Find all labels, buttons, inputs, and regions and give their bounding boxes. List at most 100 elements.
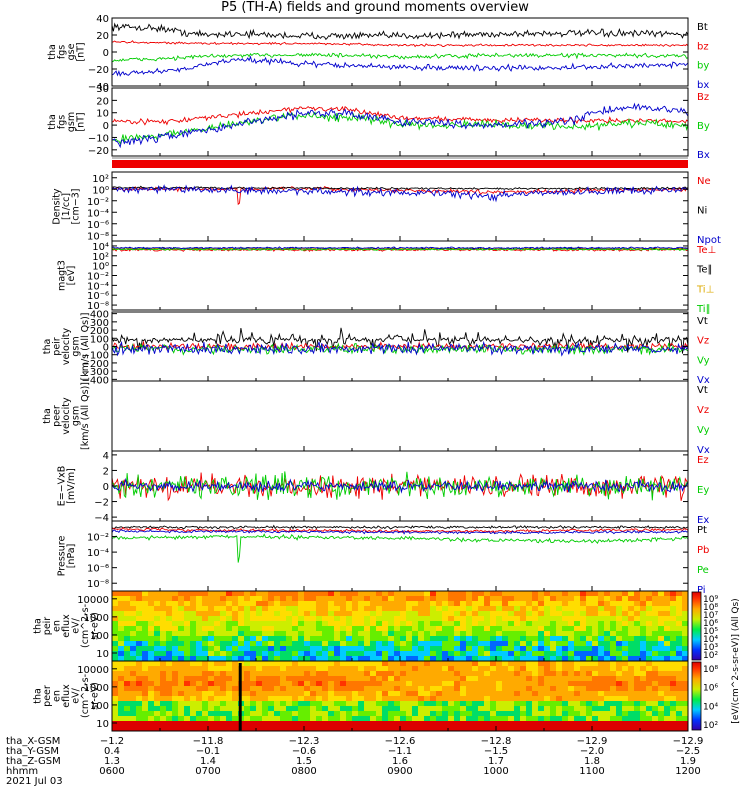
spectrogram-cell <box>358 611 365 617</box>
spectrogram-cell <box>400 591 407 597</box>
spectrogram-cell <box>376 726 383 732</box>
spectrogram-cell <box>616 691 623 697</box>
spectrogram-cell <box>532 651 539 657</box>
spectrogram-cell <box>634 646 641 652</box>
spectrogram-cell <box>238 606 245 612</box>
spectrogram-cell <box>538 706 545 712</box>
spectrogram-cell <box>634 606 641 612</box>
spectrogram-cell <box>190 721 197 727</box>
spectrogram-cell <box>664 621 671 627</box>
spectrogram-cell <box>304 711 311 717</box>
spectrogram-cell <box>526 706 533 712</box>
spectrogram-cell <box>580 666 587 672</box>
spectrogram-cell <box>472 626 479 632</box>
spectrogram-cell <box>472 646 479 652</box>
spectrogram-cell <box>550 711 557 717</box>
spectrogram-cell <box>466 691 473 697</box>
spectrogram-cell <box>520 621 527 627</box>
spectrogram-cell <box>274 691 281 697</box>
x-row-value: −0.1 <box>196 746 220 757</box>
spectrogram-cell <box>562 616 569 622</box>
spectrogram-cell <box>538 631 545 637</box>
spectrogram-cell <box>424 621 431 627</box>
spectrogram-cell <box>604 676 611 682</box>
spectrogram-cell <box>550 696 557 702</box>
spectrogram-cell <box>664 671 671 677</box>
spectrogram-cell <box>154 661 161 667</box>
spectrogram-cell <box>664 706 671 712</box>
spectrogram-cell <box>124 701 131 707</box>
colorbar-label: [eV/(cm^2-s-sr-eV)] (All Qs) <box>731 598 741 723</box>
spectrogram-cell <box>580 641 587 647</box>
spectrogram-cell <box>670 631 677 637</box>
spectrogram-cell <box>430 681 437 687</box>
spectrogram-cell <box>406 701 413 707</box>
spectrogram-cell <box>472 691 479 697</box>
spectrogram-cell <box>292 691 299 697</box>
spectrogram-cell <box>160 621 167 627</box>
spectrogram-cell <box>202 706 209 712</box>
spectrogram-cell <box>142 651 149 657</box>
spectrogram-cell <box>112 661 119 667</box>
spectrogram-cell <box>226 706 233 712</box>
spectrogram-cell <box>346 651 353 657</box>
spectrogram-cell <box>394 611 401 617</box>
spectrogram-cell <box>676 666 683 672</box>
spectrogram-cell <box>298 661 305 667</box>
spectrogram-cell <box>412 606 419 612</box>
spectrogram-cell <box>166 691 173 697</box>
spectrogram-cell <box>364 726 371 732</box>
spectrogram-cell <box>610 621 617 627</box>
spectrogram-cell <box>412 671 419 677</box>
spectrogram-cell <box>136 661 143 667</box>
spectrogram-cell <box>616 591 623 597</box>
spectrogram-cell <box>244 646 251 652</box>
spectrogram-cell <box>640 691 647 697</box>
spectrogram-cell <box>682 711 689 717</box>
spectrogram-cell <box>400 646 407 652</box>
spectrogram-cell <box>490 686 497 692</box>
spectrogram-cell <box>322 656 329 662</box>
spectrogram-cell <box>394 661 401 667</box>
series-Pt-line <box>111 524 689 530</box>
spectrogram-cell <box>640 726 647 732</box>
y-tick-label: 4 <box>103 451 109 462</box>
spectrogram-cell <box>514 691 521 697</box>
spectrogram-cell <box>502 676 509 682</box>
colorbar-tick-label: 10⁸ <box>703 603 718 613</box>
spectrogram-cell <box>514 721 521 727</box>
spectrogram-cell <box>574 701 581 707</box>
spectrogram-cell <box>226 721 233 727</box>
spectrogram-cell <box>508 611 515 617</box>
spectrogram-cell <box>430 671 437 677</box>
spectrogram-cell <box>208 711 215 717</box>
spectrogram-cell <box>466 701 473 707</box>
legend-Te∥: Te∥ <box>696 265 713 276</box>
spectrogram-cell <box>226 621 233 627</box>
spectrogram-cell <box>646 591 653 597</box>
spectrogram-cell <box>580 591 587 597</box>
spectrogram-cell <box>322 706 329 712</box>
spectrogram-cell <box>130 591 137 597</box>
spectrogram-cell <box>472 671 479 677</box>
spectrogram-cell <box>358 646 365 652</box>
spectrogram-cell <box>658 666 665 672</box>
spectrogram-cell <box>268 691 275 697</box>
x-row-name: hhmm <box>6 766 38 777</box>
spectrogram-cell <box>166 616 173 622</box>
spectrogram-cell <box>442 696 449 702</box>
spectrogram-cell <box>382 721 389 727</box>
spectrogram-cell <box>340 671 347 677</box>
spectrogram-cell <box>412 596 419 602</box>
spectrogram-cell <box>544 601 551 607</box>
spectrogram-cell <box>484 691 491 697</box>
y-axis-label-line: gsm <box>66 112 77 132</box>
spectrogram-cell <box>394 591 401 597</box>
spectrogram-cell <box>196 631 203 637</box>
spectrogram-cell <box>526 601 533 607</box>
series-Bt-line <box>111 22 689 41</box>
spectrogram-cell <box>298 666 305 672</box>
spectrogram-cell <box>220 676 227 682</box>
spectrogram-cell <box>118 591 125 597</box>
spectrogram-cell <box>112 721 119 727</box>
